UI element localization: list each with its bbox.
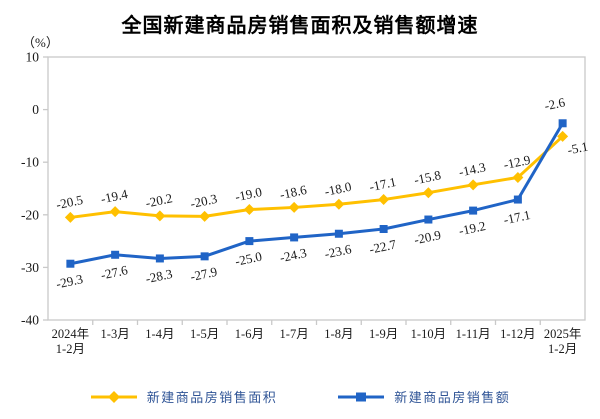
data-point-marker-diamond <box>109 206 121 218</box>
data-point-label: -5.1 <box>566 139 589 158</box>
data-point-label: -19.2 <box>457 218 487 238</box>
data-point-marker-diamond <box>467 179 479 191</box>
data-point-marker-diamond <box>378 194 390 206</box>
data-point-label: -24.3 <box>278 245 308 265</box>
x-axis-category-label: 1-6月 <box>235 327 264 341</box>
legend-item-sales-amount: 新建商品房销售额 <box>337 387 510 406</box>
data-point-marker-diamond <box>243 204 255 216</box>
legend-line-marker-1 <box>338 392 385 401</box>
legend-label-sales-area: 新建商品房销售面积 <box>146 390 278 405</box>
data-point-marker-diamond <box>333 198 345 210</box>
series-line-0 <box>68 134 565 219</box>
x-axis-category-label: 1-9月 <box>369 327 398 341</box>
data-point-label: -27.9 <box>189 264 219 284</box>
x-axis-category-label: 1-8月 <box>324 327 353 341</box>
x-axis-category-label: 2025年 1-2月 <box>544 327 582 356</box>
x-axis-category-label: 1-5月 <box>190 327 219 341</box>
data-point-marker-diamond <box>512 171 524 183</box>
legend-item-sales-area: 新建商品房销售面积 <box>90 387 278 406</box>
y-axis-unit-label: （%） <box>22 35 59 50</box>
data-point-label: -27.6 <box>99 262 129 282</box>
data-point-label: -20.9 <box>413 227 443 247</box>
data-point-label: -17.1 <box>502 207 532 227</box>
data-point-marker-diamond <box>422 187 434 199</box>
data-point-label: -29.3 <box>55 271 85 291</box>
data-point-marker-diamond <box>64 211 76 223</box>
chart-title: 全国新建商品房销售面积及销售额增速 <box>121 15 479 37</box>
data-point-label: -19.4 <box>99 186 129 206</box>
x-axis-category-label: 1-4月 <box>145 327 174 341</box>
data-point-marker-diamond <box>199 210 211 222</box>
data-point-label: -19.0 <box>234 184 264 204</box>
data-point-label: -15.8 <box>413 167 443 187</box>
data-point-marker-square <box>290 233 299 242</box>
data-point-marker-square <box>111 250 120 259</box>
data-point-label: -25.0 <box>234 249 264 269</box>
data-point-marker-diamond <box>288 201 300 213</box>
data-point-marker-diamond <box>557 130 569 142</box>
x-axis-category-label: 1-11月 <box>456 327 491 341</box>
data-point-marker-square <box>424 215 433 224</box>
y-axis-tick-label: -20 <box>21 207 39 222</box>
x-axis-category-label: 1-10月 <box>411 327 446 341</box>
data-point-label: -23.6 <box>323 241 353 261</box>
data-point-marker-square <box>513 195 522 204</box>
y-axis-tick-label: -10 <box>21 155 39 170</box>
data-point-marker-square <box>379 225 388 234</box>
series-line-1 <box>68 121 565 266</box>
data-point-marker-square <box>66 259 75 268</box>
data-point-marker-square <box>245 237 254 246</box>
data-point-marker-square <box>200 252 209 261</box>
data-point-label: -18.6 <box>278 182 308 202</box>
data-point-label: -2.6 <box>543 94 567 113</box>
x-axis-category-label: 2024年 1-2月 <box>52 327 90 356</box>
data-point-marker-square <box>469 206 478 215</box>
chart-legend: 新建商品房销售面积 新建商品房销售额 <box>0 387 600 406</box>
data-point-label: -22.7 <box>368 236 398 256</box>
data-point-label: -20.3 <box>189 191 219 211</box>
data-point-label: -17.1 <box>368 174 398 194</box>
data-point-label: -28.3 <box>144 266 174 286</box>
data-point-label: -20.2 <box>144 190 174 210</box>
x-axis-category-label: 1-7月 <box>280 327 309 341</box>
legend-label-sales-amount: 新建商品房销售额 <box>394 390 511 405</box>
data-point-marker-square <box>334 229 343 238</box>
legend-square-icon <box>356 392 367 401</box>
y-axis-tick-label: 0 <box>32 102 39 117</box>
data-point-label: -12.9 <box>502 152 532 172</box>
data-point-marker-square <box>558 119 567 128</box>
y-axis-tick-label: -30 <box>21 260 39 275</box>
y-axis-tick-label: 10 <box>26 50 40 65</box>
y-axis-tick-label: -40 <box>21 313 39 328</box>
data-point-marker-square <box>155 254 164 263</box>
data-point-label: -18.0 <box>323 179 353 199</box>
legend-diamond-icon <box>107 390 120 403</box>
data-point-label: -20.5 <box>55 192 85 212</box>
x-axis-category-label: 1-3月 <box>101 327 130 341</box>
plot-border <box>47 56 586 321</box>
x-axis-category-label: 1-12月 <box>500 327 535 341</box>
data-point-marker-diamond <box>154 210 166 222</box>
data-point-label: -14.3 <box>457 159 487 179</box>
legend-line-marker-0 <box>90 390 137 403</box>
